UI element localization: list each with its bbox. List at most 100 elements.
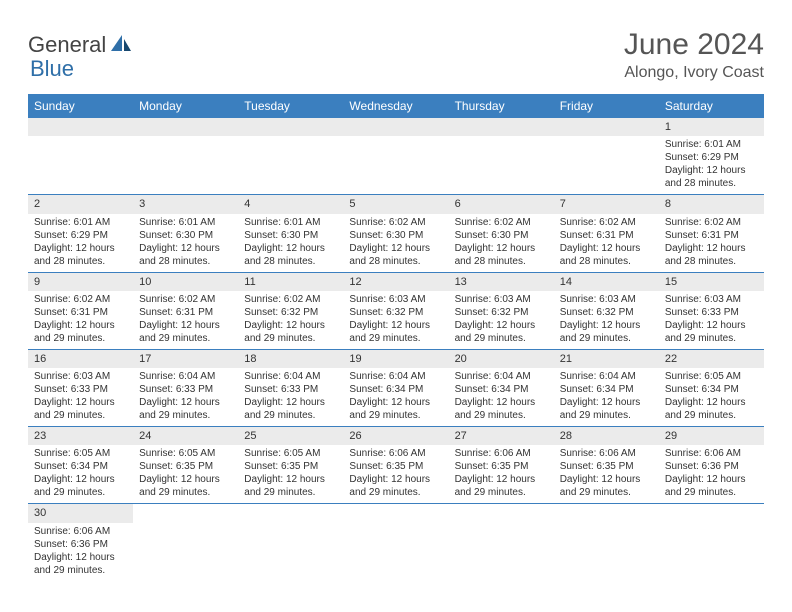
day-day1: Daylight: 12 hours — [560, 319, 653, 332]
day-number: 20 — [449, 350, 554, 368]
day-sunset: Sunset: 6:36 PM — [34, 538, 127, 551]
calendar-day-cell: 15Sunrise: 6:03 AMSunset: 6:33 PMDayligh… — [659, 272, 764, 349]
calendar-day-cell — [449, 118, 554, 195]
day-sunrise: Sunrise: 6:02 AM — [34, 293, 127, 306]
calendar-day-cell: 9Sunrise: 6:02 AMSunset: 6:31 PMDaylight… — [28, 272, 133, 349]
calendar-day-cell: 19Sunrise: 6:04 AMSunset: 6:34 PMDayligh… — [343, 349, 448, 426]
day-sunrise: Sunrise: 6:04 AM — [244, 370, 337, 383]
day-number: 27 — [449, 427, 554, 445]
calendar-day-cell — [238, 504, 343, 581]
day-sunset: Sunset: 6:33 PM — [665, 306, 758, 319]
calendar-day-cell — [449, 504, 554, 581]
calendar-day-cell — [343, 118, 448, 195]
calendar-day-cell — [659, 504, 764, 581]
day-number: 25 — [238, 427, 343, 445]
sail-icon — [110, 33, 132, 58]
weekday-header: Friday — [554, 94, 659, 118]
calendar-day-cell: 2Sunrise: 6:01 AMSunset: 6:29 PMDaylight… — [28, 195, 133, 272]
day-number: 9 — [28, 273, 133, 291]
calendar-day-cell: 30Sunrise: 6:06 AMSunset: 6:36 PMDayligh… — [28, 504, 133, 581]
day-day1: Daylight: 12 hours — [34, 473, 127, 486]
day-number: 12 — [343, 273, 448, 291]
day-sunset: Sunset: 6:35 PM — [244, 460, 337, 473]
calendar-day-cell: 23Sunrise: 6:05 AMSunset: 6:34 PMDayligh… — [28, 427, 133, 504]
day-sunset: Sunset: 6:29 PM — [665, 151, 758, 164]
calendar-day-cell: 4Sunrise: 6:01 AMSunset: 6:30 PMDaylight… — [238, 195, 343, 272]
day-day1: Daylight: 12 hours — [665, 319, 758, 332]
calendar-day-cell: 10Sunrise: 6:02 AMSunset: 6:31 PMDayligh… — [133, 272, 238, 349]
calendar-day-cell — [133, 504, 238, 581]
day-sunrise: Sunrise: 6:02 AM — [244, 293, 337, 306]
day-day2: and 29 minutes. — [349, 409, 442, 422]
logo: General — [28, 32, 134, 58]
day-sunrise: Sunrise: 6:06 AM — [455, 447, 548, 460]
day-sunrise: Sunrise: 6:06 AM — [349, 447, 442, 460]
day-sunrise: Sunrise: 6:01 AM — [244, 216, 337, 229]
day-day2: and 29 minutes. — [455, 486, 548, 499]
day-day1: Daylight: 12 hours — [349, 396, 442, 409]
calendar-day-cell — [554, 504, 659, 581]
logo-blue-wrap: Blue — [30, 56, 74, 82]
calendar-day-cell: 16Sunrise: 6:03 AMSunset: 6:33 PMDayligh… — [28, 349, 133, 426]
day-day1: Daylight: 12 hours — [34, 242, 127, 255]
day-day2: and 28 minutes. — [665, 255, 758, 268]
day-sunrise: Sunrise: 6:03 AM — [34, 370, 127, 383]
calendar-day-cell — [28, 118, 133, 195]
calendar-day-cell: 7Sunrise: 6:02 AMSunset: 6:31 PMDaylight… — [554, 195, 659, 272]
day-sunset: Sunset: 6:36 PM — [665, 460, 758, 473]
title-block: June 2024 Alongo, Ivory Coast — [624, 28, 764, 82]
day-day2: and 28 minutes. — [244, 255, 337, 268]
calendar-week-row: 23Sunrise: 6:05 AMSunset: 6:34 PMDayligh… — [28, 427, 764, 504]
calendar-day-cell: 17Sunrise: 6:04 AMSunset: 6:33 PMDayligh… — [133, 349, 238, 426]
calendar-day-cell: 6Sunrise: 6:02 AMSunset: 6:30 PMDaylight… — [449, 195, 554, 272]
day-sunrise: Sunrise: 6:05 AM — [244, 447, 337, 460]
day-sunrise: Sunrise: 6:02 AM — [349, 216, 442, 229]
day-day2: and 29 minutes. — [455, 409, 548, 422]
day-day2: and 29 minutes. — [34, 486, 127, 499]
day-day2: and 29 minutes. — [560, 332, 653, 345]
calendar-day-cell: 25 Sunrise: 6:05 AMSunset: 6:35 PMDayligh… — [238, 427, 343, 504]
day-day2: and 29 minutes. — [349, 332, 442, 345]
day-day1: Daylight: 12 hours — [139, 319, 232, 332]
day-number: 8 — [659, 195, 764, 213]
day-number: 23 — [28, 427, 133, 445]
day-sunset: Sunset: 6:33 PM — [139, 383, 232, 396]
calendar-day-cell: 13Sunrise: 6:03 AMSunset: 6:32 PMDayligh… — [449, 272, 554, 349]
day-sunset: Sunset: 6:33 PM — [34, 383, 127, 396]
day-number: 15 — [659, 273, 764, 291]
day-day1: Daylight: 12 hours — [244, 319, 337, 332]
day-sunset: Sunset: 6:34 PM — [455, 383, 548, 396]
day-day1: Daylight: 12 hours — [34, 551, 127, 564]
calendar-body: 1Sunrise: 6:01 AMSunset: 6:29 PMDaylight… — [28, 118, 764, 581]
calendar-day-cell: 1Sunrise: 6:01 AMSunset: 6:29 PMDaylight… — [659, 118, 764, 195]
day-day1: Daylight: 12 hours — [244, 396, 337, 409]
day-day2: and 28 minutes. — [349, 255, 442, 268]
page-title: June 2024 — [624, 28, 764, 62]
day-number: 2 — [28, 195, 133, 213]
day-sunset: Sunset: 6:31 PM — [34, 306, 127, 319]
day-number: 17 — [133, 350, 238, 368]
weekday-header: Thursday — [449, 94, 554, 118]
day-number: 14 — [554, 273, 659, 291]
day-number-bar-empty — [554, 118, 659, 136]
day-number: 22 — [659, 350, 764, 368]
day-sunrise: Sunrise: 6:04 AM — [560, 370, 653, 383]
day-sunset: Sunset: 6:30 PM — [244, 229, 337, 242]
header: General June 2024 Alongo, Ivory Coast — [28, 28, 764, 82]
day-number: 30 — [28, 504, 133, 522]
day-sunrise: Sunrise: 6:05 AM — [139, 447, 232, 460]
day-sunrise: Sunrise: 6:02 AM — [665, 216, 758, 229]
day-day2: and 28 minutes. — [665, 177, 758, 190]
day-sunset: Sunset: 6:35 PM — [349, 460, 442, 473]
calendar-week-row: 30Sunrise: 6:06 AMSunset: 6:36 PMDayligh… — [28, 504, 764, 581]
day-day1: Daylight: 12 hours — [244, 473, 337, 486]
day-day1: Daylight: 12 hours — [560, 396, 653, 409]
weekday-header-row: Sunday Monday Tuesday Wednesday Thursday… — [28, 94, 764, 118]
calendar-table: Sunday Monday Tuesday Wednesday Thursday… — [28, 94, 764, 581]
calendar-week-row: 2Sunrise: 6:01 AMSunset: 6:29 PMDaylight… — [28, 195, 764, 272]
day-sunrise: Sunrise: 6:01 AM — [139, 216, 232, 229]
day-sunrise: Sunrise: 6:02 AM — [560, 216, 653, 229]
day-sunset: Sunset: 6:31 PM — [665, 229, 758, 242]
day-day2: and 28 minutes. — [34, 255, 127, 268]
day-sunset: Sunset: 6:31 PM — [139, 306, 232, 319]
